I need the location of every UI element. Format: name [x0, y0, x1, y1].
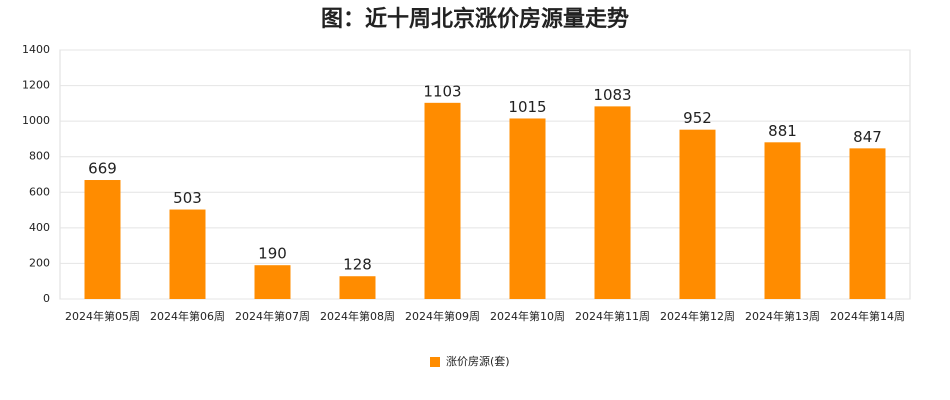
data-label: 952 — [683, 109, 712, 127]
x-tick-label: 2024年第12周 — [660, 309, 735, 323]
bar — [169, 209, 206, 299]
x-tick-label: 2024年第14周 — [830, 309, 905, 323]
y-tick-label: 600 — [29, 185, 50, 198]
bar — [424, 102, 461, 299]
x-tick-label: 2024年第05周 — [65, 309, 140, 323]
bar — [509, 118, 546, 299]
data-label: 847 — [853, 128, 882, 146]
y-tick-label: 1400 — [22, 43, 50, 56]
x-tick-label: 2024年第10周 — [490, 309, 565, 323]
bar — [84, 180, 121, 299]
bar — [764, 142, 801, 299]
x-tick-label: 2024年第13周 — [745, 309, 820, 323]
data-label: 1103 — [423, 82, 461, 100]
legend-label: 涨价房源(套) — [446, 354, 510, 368]
y-tick-label: 200 — [29, 256, 50, 269]
chart-title: 图：近十周北京涨价房源量走势 — [321, 6, 629, 32]
data-label: 1083 — [593, 86, 631, 104]
x-tick-label: 2024年第09周 — [405, 309, 480, 323]
x-tick-label: 2024年第07周 — [235, 309, 310, 323]
y-tick-label: 1200 — [22, 79, 50, 92]
y-tick-label: 1000 — [22, 114, 50, 127]
bar — [254, 265, 291, 299]
data-label: 669 — [88, 160, 117, 178]
y-tick-label: 800 — [29, 150, 50, 163]
bar — [849, 148, 886, 299]
bar — [679, 129, 716, 299]
bar — [594, 106, 631, 300]
data-label: 1015 — [508, 98, 546, 116]
y-tick-label: 400 — [29, 221, 50, 234]
y-tick-label: 0 — [43, 292, 50, 305]
data-label: 128 — [343, 256, 372, 274]
x-tick-label: 2024年第08周 — [320, 309, 395, 323]
data-label: 881 — [768, 122, 797, 140]
x-tick-label: 2024年第11周 — [575, 309, 650, 323]
data-label: 503 — [173, 189, 202, 207]
legend-swatch — [430, 357, 440, 367]
x-tick-label: 2024年第06周 — [150, 309, 225, 323]
bar — [339, 276, 376, 299]
data-label: 190 — [258, 245, 287, 263]
